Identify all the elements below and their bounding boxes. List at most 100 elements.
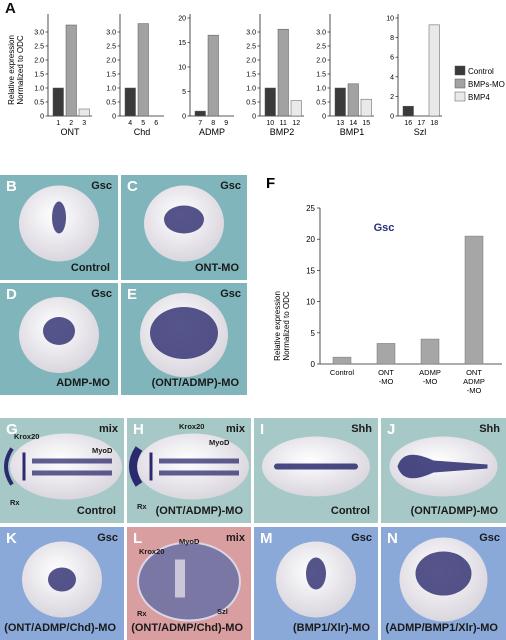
stain-shh-J (397, 454, 488, 479)
marker-label: mix (99, 423, 118, 435)
embryo-drawing-l (137, 541, 241, 622)
marker-label: mix (226, 423, 245, 435)
category-label-f: Control (330, 368, 355, 377)
tick-label-ADMP: 10 (178, 65, 186, 72)
tick-label-f: 25 (306, 204, 315, 213)
bar-number-15: 15 (362, 120, 370, 127)
tick-label-Chd: 3.0 (106, 30, 116, 37)
tick-label-BMP1: 2.5 (316, 44, 326, 51)
stain-D (43, 317, 75, 345)
embryo-drawing-k (22, 541, 102, 618)
tick-label-Szl: 8 (390, 35, 394, 42)
annotation-rx: Rx (137, 609, 147, 618)
panel-letter: N (387, 530, 398, 547)
tick-label-BMP2: 0 (252, 114, 256, 121)
marker-label: Shh (479, 423, 500, 435)
stain-rx-G (4, 447, 14, 486)
bar-number-18: 18 (430, 120, 438, 127)
tick-label-BMP2: 0.5 (246, 100, 256, 107)
bar-number-8: 8 (211, 120, 215, 127)
bar-number-3: 3 (82, 120, 86, 127)
panel-letter: G (6, 421, 18, 438)
gene-label-BMP1: BMP1 (340, 127, 365, 137)
marker-label: Gsc (220, 180, 241, 192)
panel-i: I Shh Control (254, 418, 378, 523)
bar-number-7: 7 (198, 120, 202, 127)
panel-letter: I (260, 421, 265, 438)
condition-caption: (BMP1/Xlr)-MO (293, 622, 370, 634)
marker-label: Gsc (220, 288, 241, 300)
category-label-f: ADMP (419, 368, 441, 377)
category-label-f: ONT (466, 368, 482, 377)
tick-label-ADMP: 20 (178, 16, 186, 23)
legend-label-Control: Control (468, 67, 494, 76)
tick-label-f: 5 (311, 329, 316, 338)
tick-label-BMP2: 3.0 (246, 30, 256, 37)
tick-label-BMP2: 2.0 (246, 58, 256, 65)
tick-label-ADMP: 15 (178, 40, 186, 47)
tick-label-ONT: 3.0 (34, 30, 44, 37)
panel-letter: J (387, 421, 396, 438)
tick-label-BMP1: 2.0 (316, 58, 326, 65)
category-label-f: -MO (467, 386, 482, 395)
embryo-drawing-c (144, 185, 224, 262)
bar-Szl-16 (402, 105, 414, 117)
embryo-drawing-j (389, 436, 498, 497)
panel-k: K Gsc (ONT/ADMP/Chd)-MO (0, 527, 124, 640)
bar-ADMP-8 (207, 34, 219, 117)
annotation-krox20: Krox20 (139, 547, 165, 556)
panel-b: B Gsc Control (0, 175, 118, 280)
condition-caption: Control (330, 505, 370, 517)
bar-number-12: 12 (292, 120, 300, 127)
tick-label-ONT: 1.5 (34, 72, 44, 79)
bar-number-14: 14 (349, 120, 357, 127)
panel-j: J Shh (ONT/ADMP)-MO (381, 418, 506, 523)
category-label-f: ONT (378, 368, 394, 377)
bar-BMP2-10 (264, 87, 276, 117)
tick-label-ONT: 2.5 (34, 44, 44, 51)
marker-label: Gsc (91, 288, 112, 300)
bar-number-13: 13 (336, 120, 344, 127)
marker-label: Gsc (351, 532, 372, 544)
embryo-drawing-g (4, 433, 122, 500)
stain-N (415, 551, 472, 596)
embryo-drawing-h (129, 433, 249, 500)
tick-label-BMP1: 1.5 (316, 72, 326, 79)
gene-label-Chd: Chd (134, 127, 151, 137)
panel-letter: K (6, 530, 17, 547)
stain-myod2-H (159, 470, 239, 476)
bar-number-4: 4 (128, 120, 132, 127)
ylabel-f-line1: Relative expression (273, 291, 282, 361)
stain-E (150, 307, 218, 359)
legend-swatch-Control (454, 65, 466, 76)
condition-caption: ONT-MO (195, 262, 239, 274)
embryo-drawing-b (19, 185, 99, 262)
bar-number-16: 16 (404, 120, 412, 127)
tick-label-Chd: 2.0 (106, 58, 116, 65)
panel-letter-a: A (5, 0, 16, 17)
bar-number-9: 9 (224, 120, 228, 127)
bar-BMP1-13 (334, 87, 346, 117)
tick-label-ONT: 2.0 (34, 58, 44, 65)
ylabel-f-line2: Normalized to ODC (282, 291, 291, 361)
embryo-H (137, 433, 249, 500)
marker-label: mix (226, 532, 245, 544)
panel-letter-f: F (266, 176, 275, 192)
bar-ONT-1 (52, 87, 64, 117)
tick-label-ADMP: 5 (182, 89, 186, 96)
embryo-drawing-n (399, 537, 488, 622)
condition-caption: (ONT/ADMP/Chd)-MO (4, 622, 116, 634)
bar-number-5: 5 (141, 120, 145, 127)
bar-f-0 (332, 356, 352, 365)
bar-number-17: 17 (417, 120, 425, 127)
condition-caption: Control (70, 262, 110, 274)
annotation-myod: MyoD (179, 537, 200, 546)
bar-number-1: 1 (56, 120, 60, 127)
stain-B (52, 201, 66, 234)
tick-label-ONT: 0 (40, 114, 44, 121)
condition-caption: (ONT/ADMP)-MO (155, 505, 243, 517)
marker-label: Gsc (97, 532, 118, 544)
condition-caption: ADMP-MO (56, 377, 110, 389)
marker-label: Shh (351, 423, 372, 435)
tick-label-Szl: 10 (386, 16, 394, 23)
